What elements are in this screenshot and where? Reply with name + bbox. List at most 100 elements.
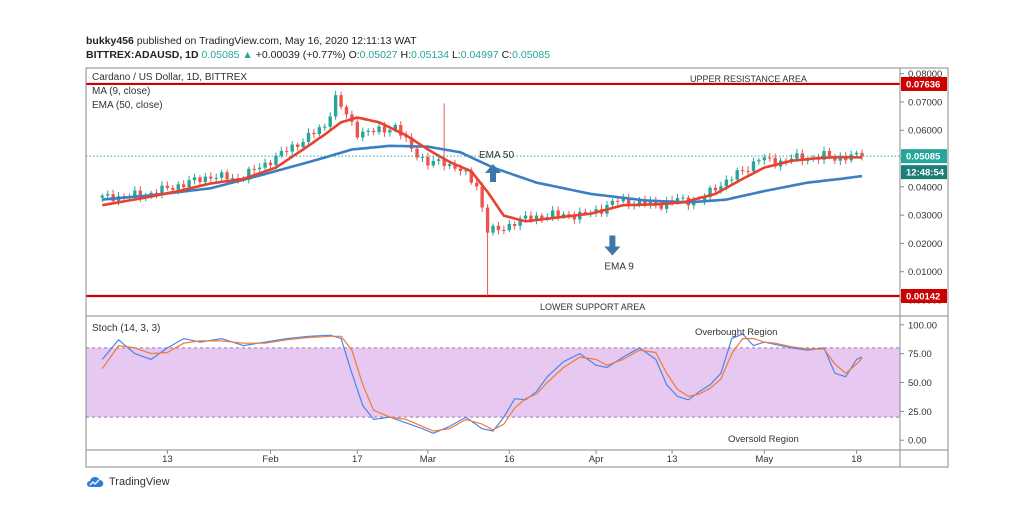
candle-body[interactable] <box>388 130 392 133</box>
candle-body[interactable] <box>475 182 479 187</box>
candle-body[interactable] <box>648 200 653 205</box>
candle-body[interactable] <box>344 106 349 115</box>
candle-body[interactable] <box>735 170 739 180</box>
candle-body[interactable] <box>192 177 197 181</box>
candle-body[interactable] <box>762 157 767 161</box>
candle-body[interactable] <box>529 215 533 220</box>
candle-body[interactable] <box>507 223 511 231</box>
candle-body[interactable] <box>681 197 685 199</box>
candle-body[interactable] <box>540 215 544 220</box>
candle-body[interactable] <box>746 170 750 172</box>
candle-body[interactable] <box>252 168 256 170</box>
candle-body[interactable] <box>594 209 598 213</box>
candle-body[interactable] <box>719 186 723 191</box>
candle-body[interactable] <box>274 155 278 166</box>
candle-body[interactable] <box>133 190 137 197</box>
candle-body[interactable] <box>209 176 213 179</box>
candle-body[interactable] <box>822 150 826 160</box>
candle-body[interactable] <box>469 170 473 183</box>
candle-body[interactable] <box>702 197 707 201</box>
candle-body[interactable] <box>203 176 208 183</box>
candle-body[interactable] <box>420 157 425 159</box>
candle-body[interactable] <box>323 126 327 128</box>
candle-body[interactable] <box>247 168 251 180</box>
publisher-name[interactable]: bukky456 <box>86 35 134 47</box>
candle-body[interactable] <box>290 144 294 152</box>
candle-body[interactable] <box>730 179 734 181</box>
ema50-line[interactable] <box>102 144 863 204</box>
candle-body[interactable] <box>295 144 300 147</box>
candle-body[interactable] <box>306 132 311 142</box>
ma9-line[interactable] <box>102 116 862 223</box>
candle-body[interactable] <box>654 200 658 205</box>
candle-body[interactable] <box>301 141 305 147</box>
candle-body[interactable] <box>800 153 805 161</box>
candle-body[interactable] <box>561 214 566 216</box>
candle-body[interactable] <box>214 177 218 179</box>
stoch-pane[interactable]: 100.00 75.00 50.00 25.00 0.00 Stoch (14, 3, 3… <box>86 320 937 447</box>
candle-body[interactable] <box>480 186 484 208</box>
candle-body[interactable] <box>458 168 463 171</box>
candle-body[interactable] <box>399 125 403 136</box>
candle-body[interactable] <box>317 127 322 135</box>
candle-body[interactable] <box>860 152 864 157</box>
candle-body[interactable] <box>312 132 316 135</box>
candle-body[interactable] <box>415 148 419 158</box>
candle-body[interactable] <box>854 152 859 155</box>
candle-body[interactable] <box>268 162 273 166</box>
candle-body[interactable] <box>464 170 468 172</box>
candle-body[interactable] <box>333 95 338 117</box>
candle-body[interactable] <box>409 137 414 149</box>
candle-body[interactable] <box>502 230 506 232</box>
candle-body[interactable] <box>442 159 446 166</box>
candle-body[interactable] <box>453 164 457 169</box>
candle-body[interactable] <box>431 160 435 166</box>
candle-body[interactable] <box>257 167 262 170</box>
candle-body[interactable] <box>176 184 180 190</box>
candle-body[interactable] <box>339 95 343 107</box>
candle-body[interactable] <box>757 160 761 162</box>
candle-body[interactable] <box>485 207 490 233</box>
candle-body[interactable] <box>285 150 289 152</box>
candle-body[interactable] <box>740 170 745 172</box>
candle-body[interactable] <box>225 172 229 180</box>
candle-body[interactable] <box>437 159 441 161</box>
candle-body[interactable] <box>518 218 522 226</box>
candle-body[interactable] <box>496 225 501 231</box>
candle-body[interactable] <box>138 190 142 198</box>
candle-body[interactable] <box>187 180 191 188</box>
candle-body[interactable] <box>626 198 631 206</box>
candle-body[interactable] <box>838 156 842 161</box>
candle-body[interactable] <box>361 131 365 138</box>
candle-body[interactable] <box>708 187 712 198</box>
candle-body[interactable] <box>171 187 175 190</box>
candle-body[interactable] <box>393 125 398 131</box>
candle-body[interactable] <box>106 194 110 196</box>
candle-body[interactable] <box>724 179 729 187</box>
candle-body[interactable] <box>100 195 104 198</box>
candle-body[interactable] <box>219 172 224 178</box>
price-pane[interactable]: 0.080000.070000.060000.050000.040000.030… <box>86 69 947 312</box>
candle-body[interactable] <box>659 204 663 209</box>
stoch-k-line[interactable] <box>101 333 863 434</box>
candle-body[interactable] <box>198 177 202 183</box>
candle-body[interactable] <box>366 130 370 132</box>
candle-body[interactable] <box>551 210 555 218</box>
stoch-d-line[interactable] <box>101 335 863 432</box>
candle-body[interactable] <box>556 210 560 216</box>
candle-body[interactable] <box>328 116 332 127</box>
candle-body[interactable] <box>382 126 387 133</box>
candle-body[interactable] <box>616 200 620 202</box>
candle-body[interactable] <box>713 187 718 191</box>
candle-body[interactable] <box>513 223 517 226</box>
candle-body[interactable] <box>426 157 430 166</box>
time-axis[interactable]: 13 Feb 17 Mar 16 Apr 13 May 18 <box>162 450 862 465</box>
candle-body[interactable] <box>643 199 647 205</box>
candle-body[interactable] <box>181 184 186 188</box>
candle-body[interactable] <box>768 157 772 159</box>
candle-body[interactable] <box>773 157 777 167</box>
candle-body[interactable] <box>751 161 756 172</box>
candle-body[interactable] <box>371 130 376 133</box>
candle-body[interactable] <box>637 199 642 205</box>
